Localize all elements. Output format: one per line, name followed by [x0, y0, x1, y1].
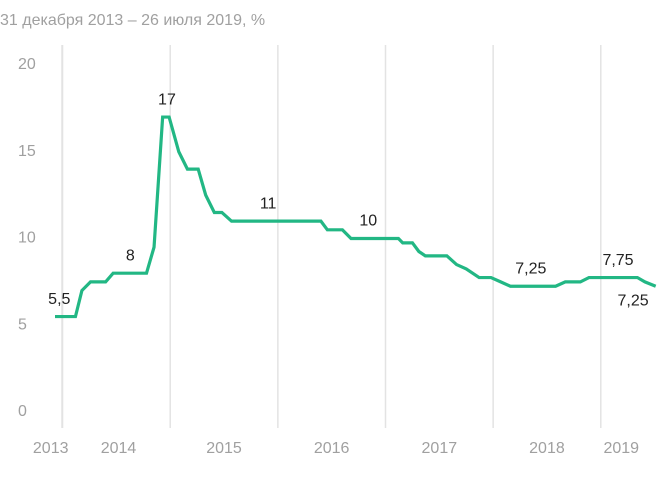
x-tick-label: 2019 — [603, 440, 639, 457]
data-label: 17 — [158, 91, 176, 108]
data-label: 7,25 — [618, 292, 649, 309]
y-tick-label: 10 — [18, 230, 36, 247]
x-tick-label: 2014 — [101, 440, 137, 457]
x-tick-label: 2017 — [422, 440, 458, 457]
x-tick-label: 2013 — [33, 440, 69, 457]
y-tick-label: 15 — [18, 143, 36, 160]
y-tick-label: 0 — [18, 403, 27, 420]
x-tick-label: 2015 — [206, 440, 242, 457]
y-tick-label: 5 — [18, 316, 27, 333]
y-tick-label: 20 — [18, 56, 36, 73]
data-label: 8 — [126, 247, 135, 264]
line — [55, 115, 657, 319]
data-label: 10 — [359, 213, 377, 230]
data-label: 7,75 — [602, 252, 633, 269]
x-tick-label: 2018 — [529, 440, 565, 457]
data-label: 5,5 — [48, 291, 70, 308]
data-label: 7,25 — [515, 260, 546, 277]
data-label: 11 — [260, 195, 277, 212]
x-tick-label: 2016 — [314, 440, 350, 457]
chart-title: 31 декабря 2013 – 26 июля 2019, % — [0, 12, 265, 29]
